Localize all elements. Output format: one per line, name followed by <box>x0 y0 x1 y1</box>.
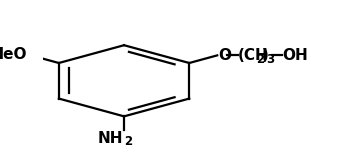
Text: (CH: (CH <box>238 48 269 63</box>
Text: 3: 3 <box>266 53 274 66</box>
Text: ): ) <box>261 48 268 63</box>
Text: 2: 2 <box>124 134 132 148</box>
Text: MeO: MeO <box>0 47 27 62</box>
Text: O: O <box>219 48 231 63</box>
Text: NH: NH <box>97 131 123 146</box>
Text: 2: 2 <box>256 53 265 66</box>
Text: OH: OH <box>282 48 308 63</box>
